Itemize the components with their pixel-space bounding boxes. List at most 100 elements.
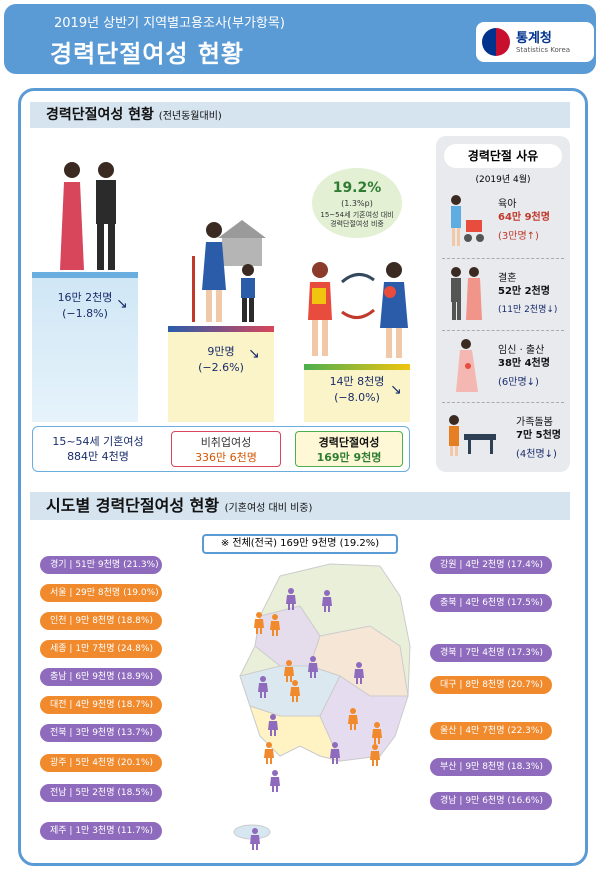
section2-note: (기혼여성 대비 비중) <box>224 503 313 514</box>
region-sep: | <box>456 598 466 608</box>
legend-careerbreak: 경력단절여성 169만 9천명 <box>295 431 403 467</box>
region-sep: | <box>456 648 466 658</box>
woman-figure-icon <box>254 612 264 634</box>
region-name: 제주 <box>50 826 67 836</box>
woman-figure-icon <box>290 680 300 702</box>
region-name: 경북 <box>440 648 457 658</box>
section2-banner: 시도별 경력단절여성 현황 (기혼여성 대비 비중) <box>30 492 570 520</box>
reason-pregnancy-label: 임신 · 출산 <box>498 345 545 356</box>
reason-pregnancy-change: (6만명↓) <box>498 377 539 388</box>
region-name: 울산 <box>440 726 457 736</box>
region-chip-right: 울산 | 4만 7천명 (22.3%) <box>430 722 552 740</box>
section2-title: 시도별 경력단절여성 현황 <box>46 496 220 515</box>
region-value: 6만 9천명 (18.9%) <box>75 672 153 682</box>
region-value: 9만 8천명 (18.3%) <box>465 762 543 772</box>
reason-childcare-label: 육아 <box>498 199 517 210</box>
region-value: 4만 2천명 (17.4%) <box>465 560 543 570</box>
region-chip-left: 광주 | 5만 4천명 (20.1%) <box>40 754 162 772</box>
nonemployed-block: 9만명 (−2.6%) ↘ <box>168 326 274 422</box>
region-sep: | <box>66 588 76 598</box>
region-sep: | <box>456 762 466 772</box>
woman-figure-icon <box>354 662 364 684</box>
region-value: 9만 8천명 (18.8%) <box>75 616 153 626</box>
woman-figure-icon <box>258 676 268 698</box>
couple-illustration <box>60 162 116 270</box>
marriage-icon <box>451 267 482 320</box>
woman-figure-icon <box>308 656 318 678</box>
reason-pregnancy-value: 38만 4천명 <box>498 358 550 369</box>
nonemployed-change: (−2.6%) <box>198 361 244 374</box>
region-sep: | <box>66 700 76 710</box>
section1-title: 경력단절여성 현황 <box>46 107 154 123</box>
region-name: 경남 <box>440 796 457 806</box>
childcare-icon <box>451 195 484 246</box>
region-chip-left: 제주 | 1만 3천명 (11.7%) <box>40 822 162 840</box>
pregnancy-icon <box>456 339 478 392</box>
logo-name: 통계청 <box>516 31 552 46</box>
region-chip-left: 전남 | 5만 2천명 (18.5%) <box>40 784 162 802</box>
region-name: 강원 <box>440 560 457 570</box>
region-name: 인천 <box>50 616 67 626</box>
taegeuk-icon <box>482 28 510 56</box>
married-block: 16만 2천명 (−1.8%) ↘ <box>32 272 138 422</box>
nonemployed-value: 9만명 <box>207 345 235 358</box>
woman-figure-icon <box>284 660 294 682</box>
woman-figure-icon <box>330 742 340 764</box>
region-sep: | <box>66 826 76 836</box>
region-name: 광주 <box>50 758 67 768</box>
legend-careerbreak-value: 169만 9천명 <box>316 451 382 464</box>
region-name: 부산 <box>440 762 457 772</box>
region-chip-left: 충남 | 6만 9천명 (18.9%) <box>40 668 162 686</box>
header-title: 경력단절여성 현황 <box>50 40 244 68</box>
region-chip-left: 대전 | 4만 9천명 (18.7%) <box>40 696 162 714</box>
legend-married: 15~54세 기혼여성 884만 4천명 <box>39 431 157 467</box>
woman-figure-icon <box>286 588 296 610</box>
region-chip-right: 부산 | 9만 8천명 (18.3%) <box>430 758 552 776</box>
national-total: ※ 전체(전국) 169만 9천명 (19.2%) <box>202 534 398 554</box>
region-value: 51만 9천명 (21.3%) <box>75 560 159 570</box>
woman-figure-icon <box>322 590 332 612</box>
region-value: 1만 7천명 (24.8%) <box>75 644 153 654</box>
woman-figure-icon <box>270 614 280 636</box>
region-name: 대구 <box>440 680 457 690</box>
content-frame <box>18 88 588 866</box>
reason-marriage-label: 결혼 <box>498 273 517 284</box>
region-name: 충북 <box>440 598 457 608</box>
region-value: 4만 7천명 (22.3%) <box>465 726 543 736</box>
reasons-title: 경력단절 사유 <box>444 144 562 168</box>
woman-figure-icon <box>250 828 260 850</box>
region-value: 4만 9천명 (18.7%) <box>75 700 153 710</box>
header-banner: 2019년 상반기 지역별고용조사(부가항목) 경력단절여성 현황 통계청 St… <box>4 4 596 74</box>
down-arrow-icon: ↘ <box>248 346 260 362</box>
region-chip-left: 인천 | 9만 8천명 (18.8%) <box>40 612 162 630</box>
region-chip-left: 전북 | 3만 9천명 (13.7%) <box>40 724 162 742</box>
woman-figure-icon <box>348 708 358 730</box>
region-sep: | <box>456 680 466 690</box>
region-chip-right: 경북 | 7만 4천명 (17.3%) <box>430 644 552 662</box>
region-sep: | <box>66 644 76 654</box>
region-chip-right: 대구 | 8만 8천명 (20.7%) <box>430 676 552 694</box>
ratio-value: 19.2% <box>332 180 382 196</box>
region-value: 3만 9천명 (13.7%) <box>75 728 153 738</box>
region-name: 전남 <box>50 788 67 798</box>
reasons-date: (2019년 4월) <box>475 175 531 185</box>
careerbreak-change: (−8.0%) <box>334 391 380 404</box>
region-sep: | <box>66 672 76 682</box>
mother-child-illustration <box>192 220 266 322</box>
legend-married-label: 15~54세 기혼여성 <box>52 435 144 448</box>
reason-familycare-change: (4천명↓) <box>516 449 557 460</box>
region-chip-right: 강원 | 4만 2천명 (17.4%) <box>430 556 552 574</box>
region-value: 7만 4천명 (17.3%) <box>465 648 543 658</box>
region-value: 29만 8천명 (19.0%) <box>75 588 159 598</box>
region-sep: | <box>66 616 76 626</box>
worker-mother-illustration <box>308 262 408 358</box>
married-value: 16만 2천명 <box>57 291 113 304</box>
region-value: 8만 8천명 (20.7%) <box>465 680 543 690</box>
woman-figure-icon <box>372 722 382 744</box>
region-sep: | <box>66 788 76 798</box>
legend-careerbreak-label: 경력단절여성 <box>318 436 380 449</box>
region-value: 4만 6천명 (17.5%) <box>465 598 543 608</box>
region-value: 1만 3천명 (11.7%) <box>75 826 153 836</box>
region-chip-left: 서울 | 29만 8천명 (19.0%) <box>40 584 162 602</box>
region-chip-left: 세종 | 1만 7천명 (24.8%) <box>40 640 162 658</box>
